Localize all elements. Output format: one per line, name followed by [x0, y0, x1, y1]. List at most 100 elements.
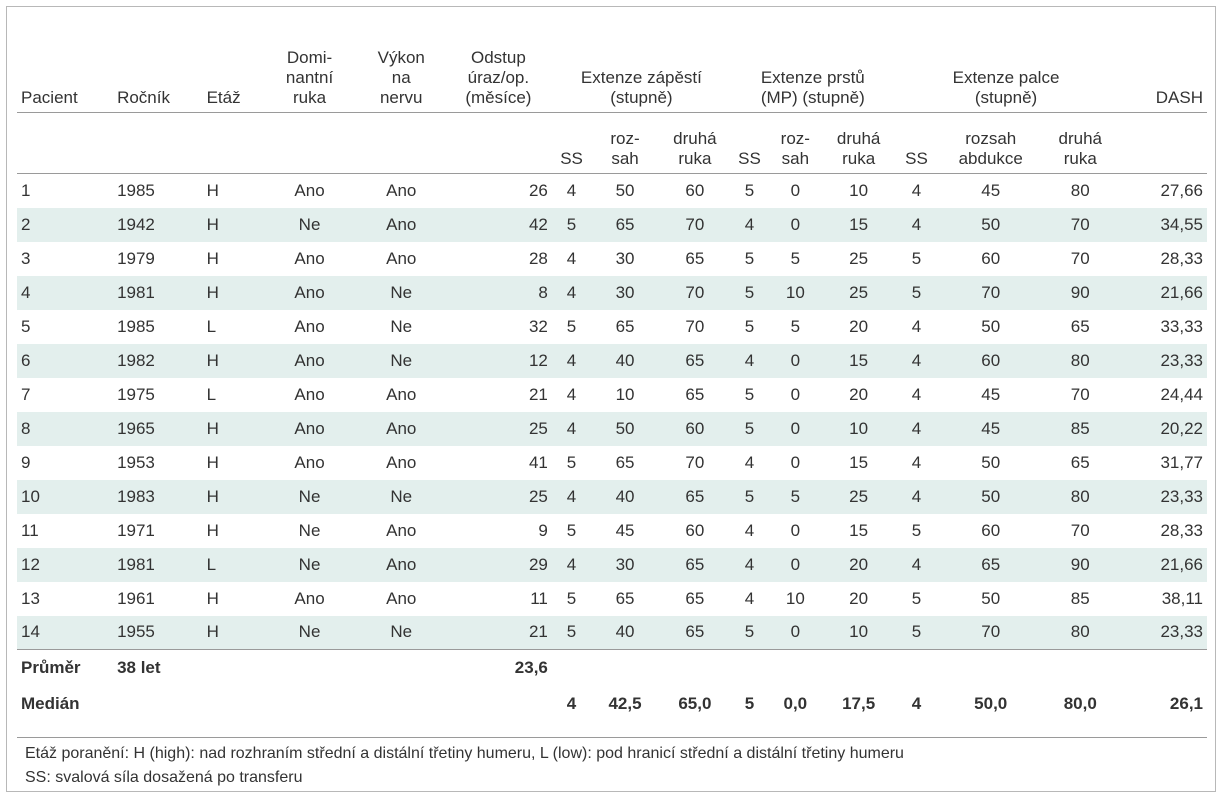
- cell-odstup: 25: [528, 486, 548, 506]
- group-palce-header: Extenze palce (stupně): [952, 68, 1060, 107]
- group-prstu-header: Extenze prstů (MP) (stupně): [760, 68, 865, 107]
- cell-ss-zapesti: 4: [566, 554, 577, 574]
- cell-dash: 31,77: [1160, 452, 1203, 472]
- cell-dash: 20,22: [1160, 418, 1203, 438]
- cell-rozsah-palce: 50: [981, 214, 1001, 234]
- cell-druha-prstu: 25: [849, 248, 869, 268]
- cell-rozsah-palce: 50: [981, 486, 1001, 506]
- cell-dash: 24,44: [1160, 384, 1203, 404]
- median-label: Medián: [21, 694, 80, 713]
- sub-rozsah-abdukce-palce: rozsah abdukce: [938, 112, 1044, 174]
- median-value: 80,0: [1063, 694, 1097, 713]
- sub-druha-palce: druhá ruka: [1043, 112, 1118, 174]
- cell-ss-prstu: 5: [744, 180, 755, 200]
- cell-vykon: Ne: [390, 622, 413, 642]
- col-odstup-header: Odstup úraz/op. (měsíce): [465, 48, 532, 107]
- cell-druha-palce: 80: [1070, 350, 1090, 370]
- cell-pacient: 3: [21, 248, 31, 268]
- median-value: 0,0: [783, 694, 808, 713]
- cell-rozsah-palce: 65: [981, 554, 1001, 574]
- cell-vykon: Ano: [386, 554, 417, 574]
- cell-rozsah-prstu: 0: [790, 180, 801, 200]
- cell-rocnik: 1982: [117, 350, 155, 370]
- sub-ss-palce: SS: [894, 112, 939, 174]
- sub-druha-zapesti: druhá ruka: [658, 112, 731, 174]
- table-row: 9 1953 H Ano Ano 41 5 65 70 4 0 15 4 50 65 31,77: [17, 446, 1207, 480]
- cell-rozsah-zapesti: 65: [615, 316, 635, 336]
- cell-rozsah-prstu: 0: [790, 452, 801, 472]
- cell-druha-zapesti: 60: [685, 180, 705, 200]
- cell-druha-prstu: 10: [849, 418, 869, 438]
- cell-druha-palce: 90: [1070, 282, 1090, 302]
- cell-dash: 23,33: [1160, 622, 1203, 642]
- prumer-row: Průměr 38 let 23,6: [17, 649, 1207, 686]
- table-row: 4 1981 H Ano Ne 8 4 30 70 5 10 25 5 70 90 21,66: [17, 275, 1207, 310]
- footnote-etaz: Etáž poranění: H (high): nad rozhraním s…: [25, 745, 904, 762]
- cell-pacient: 10: [21, 486, 40, 506]
- table-row: 1 1985 H Ano Ano 26 4 50 60 5 0 10 4 45 80 27,66: [17, 174, 1207, 208]
- cell-etaz: L: [206, 316, 217, 336]
- cell-rozsah-prstu: 0: [790, 350, 801, 370]
- cell-rocnik: 1979: [117, 248, 155, 268]
- cell-rozsah-zapesti: 65: [615, 214, 635, 234]
- cell-dominant: Ne: [298, 554, 321, 574]
- cell-ss-zapesti: 4: [566, 180, 577, 200]
- cell-ss-zapesti: 4: [566, 350, 577, 370]
- cell-rozsah-zapesti: 30: [615, 282, 635, 302]
- cell-vykon: Ne: [390, 350, 413, 370]
- table-row: 12 1981 L Ne Ano 29 4 30 65 4 0 20 4 65 90 21,66: [17, 547, 1207, 582]
- sub-ss-zapesti: SS: [551, 112, 592, 174]
- cell-dash: 21,66: [1160, 554, 1203, 574]
- table-row: 6 1982 H Ano Ne 12 4 40 65 4 0 15 4 60 80 23,33: [17, 343, 1207, 378]
- cell-pacient: 12: [21, 554, 40, 574]
- cell-ss-prstu: 4: [744, 452, 755, 472]
- table-row: 13 1961 H Ano Ano 11 5 65 65 4 10 20 5 50 85 38,11: [17, 582, 1207, 616]
- cell-ss-palce: 4: [911, 486, 922, 506]
- cell-rozsah-palce: 70: [981, 282, 1001, 302]
- cell-odstup: 11: [530, 588, 548, 608]
- cell-druha-palce: 70: [1070, 520, 1090, 540]
- cell-pacient: 7: [21, 384, 31, 404]
- table-row: 10 1983 H Ne Ne 25 4 40 65 5 5 25 4 50 80 23,33: [17, 479, 1207, 514]
- cell-druha-palce: 85: [1070, 418, 1090, 438]
- table-frame: Pacient Ročník Etáž Domi-nantní ruka Výko…: [6, 6, 1216, 792]
- cell-dash: 23,33: [1160, 350, 1203, 370]
- cell-rocnik: 1971: [117, 520, 155, 540]
- median-value: 4: [566, 694, 577, 713]
- cell-dash: 34,55: [1160, 214, 1203, 234]
- cell-ss-prstu: 4: [744, 520, 755, 540]
- cell-rocnik: 1942: [117, 214, 155, 234]
- median-value: 26,1: [1169, 694, 1203, 713]
- cell-rozsah-zapesti: 50: [615, 180, 635, 200]
- cell-etaz: H: [206, 520, 219, 540]
- cell-ss-prstu: 4: [744, 350, 755, 370]
- cell-ss-zapesti: 4: [566, 248, 577, 268]
- cell-ss-palce: 4: [911, 418, 922, 438]
- sub-rozsah-zapesti: roz-sah: [591, 112, 659, 174]
- cell-druha-zapesti: 65: [685, 350, 705, 370]
- patients-table: Pacient Ročník Etáž Domi-nantní ruka Výko…: [17, 17, 1207, 722]
- table-row: 7 1975 L Ano Ano 21 4 10 65 5 0 20 4 45 70 24,44: [17, 378, 1207, 412]
- cell-dominant: Ano: [294, 418, 325, 438]
- cell-ss-zapesti: 5: [566, 316, 577, 336]
- cell-druha-prstu: 25: [849, 486, 869, 506]
- table-row: 14 1955 H Ne Ne 21 5 40 65 5 0 10 5 70 80 23,33: [17, 615, 1207, 650]
- table-row: 8 1965 H Ano Ano 25 4 50 60 5 0 10 4 45 85 20,22: [17, 411, 1207, 446]
- cell-rozsah-palce: 50: [981, 452, 1001, 472]
- cell-rozsah-palce: 50: [981, 588, 1001, 608]
- cell-vykon: Ne: [390, 486, 413, 506]
- cell-druha-prstu: 20: [849, 554, 869, 574]
- cell-dominant: Ano: [294, 452, 325, 472]
- cell-pacient: 6: [21, 350, 31, 370]
- cell-druha-palce: 85: [1070, 588, 1090, 608]
- cell-rocnik: 1965: [117, 418, 155, 438]
- cell-vykon: Ano: [386, 214, 417, 234]
- data-rows: 1 1985 H Ano Ano 26 4 50 60 5 0 10 4 45 80 27,66 2 1942 H N…: [17, 174, 1207, 650]
- cell-dominant: Ne: [298, 486, 321, 506]
- sub-ss-prstu: SS: [730, 112, 769, 174]
- cell-dominant: Ne: [298, 214, 321, 234]
- cell-rocnik: 1985: [117, 180, 155, 200]
- cell-ss-zapesti: 5: [566, 520, 577, 540]
- col-rocnik-header: Ročník: [117, 88, 170, 107]
- cell-odstup: 25: [528, 418, 548, 438]
